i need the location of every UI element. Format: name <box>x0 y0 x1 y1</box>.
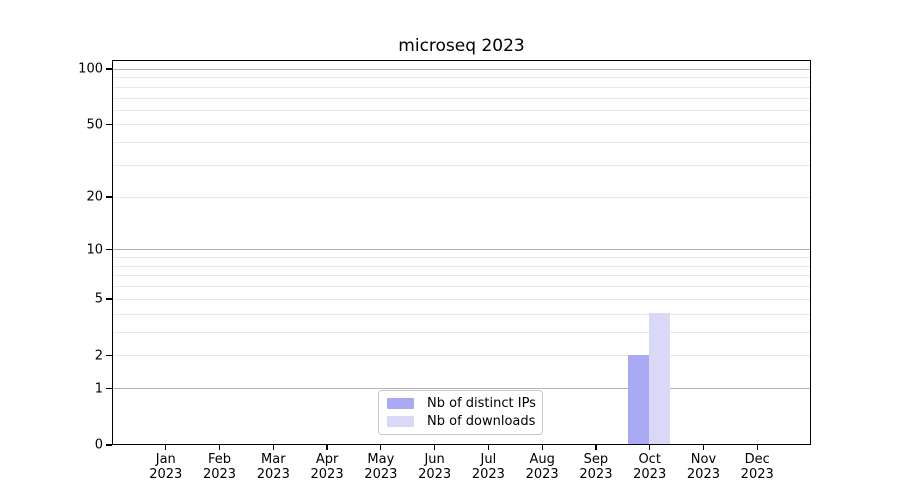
minor-gridline <box>113 97 810 99</box>
y-tick-mark <box>106 298 112 300</box>
legend-label: Nb of distinct IPs <box>427 396 536 411</box>
x-tick-label: Jan 2023 <box>149 452 183 482</box>
x-tick-mark <box>326 445 328 450</box>
legend-entry-distinct-ips: Nb of distinct IPs <box>387 396 536 411</box>
x-tick-label: Oct 2023 <box>633 452 667 482</box>
x-tick-mark <box>487 445 490 450</box>
x-tick-mark <box>756 445 758 450</box>
minor-gridline <box>113 286 810 288</box>
bar-distinct-ips <box>628 354 650 444</box>
minor-gridline <box>113 257 810 259</box>
x-tick-mark <box>380 445 382 450</box>
minor-gridline <box>113 77 810 79</box>
minor-gridline <box>113 265 810 267</box>
x-tick-label: Dec 2023 <box>740 452 774 482</box>
x-tick-label: May 2023 <box>364 452 398 482</box>
x-tick-label: Nov 2023 <box>686 452 720 482</box>
x-tick-mark <box>541 445 543 450</box>
y-tick-label: 50 <box>86 117 103 133</box>
y-tick-mark <box>106 387 112 390</box>
y-tick-mark <box>106 196 112 198</box>
legend-swatch-distinct-ips <box>387 398 414 409</box>
y-tick-label: 1 <box>94 381 103 397</box>
y-tick-label: 5 <box>94 291 103 307</box>
chart-title: microseq 2023 <box>398 36 525 56</box>
minor-gridline <box>113 196 810 198</box>
y-tick-label: 20 <box>86 189 103 205</box>
x-tick-label: Jul 2023 <box>471 452 505 482</box>
y-tick-mark <box>106 124 112 126</box>
legend-label: Nb of downloads <box>427 414 536 429</box>
minor-gridline <box>113 86 810 88</box>
x-tick-label: Sep 2023 <box>579 452 613 482</box>
legend: Nb of distinct IPs Nb of downloads <box>378 390 543 435</box>
minor-gridline <box>113 109 810 111</box>
minor-gridline <box>113 124 810 126</box>
major-gridline <box>113 68 810 70</box>
x-tick-mark <box>649 445 651 450</box>
major-gridline <box>113 249 810 251</box>
minor-gridline <box>113 313 810 315</box>
y-tick-label: 2 <box>94 348 103 364</box>
x-tick-label: Apr 2023 <box>310 452 344 482</box>
y-tick-label: 100 <box>78 61 103 77</box>
bar-downloads <box>649 312 671 444</box>
y-tick-mark <box>106 68 112 70</box>
x-tick-mark <box>433 445 436 450</box>
minor-gridline <box>113 165 810 167</box>
legend-entry-downloads: Nb of downloads <box>387 414 536 429</box>
x-tick-label: Aug 2023 <box>525 452 559 482</box>
minor-gridline <box>113 275 810 277</box>
x-tick-label: Feb 2023 <box>202 452 237 482</box>
x-tick-mark <box>165 445 167 450</box>
minor-gridline <box>113 298 810 300</box>
x-tick-mark <box>702 445 705 450</box>
y-tick-mark <box>106 444 112 446</box>
plot-area <box>112 60 811 445</box>
y-tick-label: 0 <box>94 437 103 453</box>
legend-swatch-downloads <box>387 416 414 427</box>
y-tick-label: 10 <box>86 242 103 258</box>
y-tick-mark <box>106 249 112 251</box>
minor-gridline <box>113 331 810 333</box>
major-gridline <box>113 388 810 390</box>
minor-gridline <box>113 142 810 144</box>
x-tick-mark <box>272 445 274 450</box>
x-tick-mark <box>595 445 597 450</box>
y-tick-mark <box>106 354 112 357</box>
minor-gridline <box>113 355 810 357</box>
x-tick-label: Jun 2023 <box>418 452 452 482</box>
x-tick-mark <box>218 445 221 450</box>
x-tick-label: Mar 2023 <box>256 452 290 482</box>
